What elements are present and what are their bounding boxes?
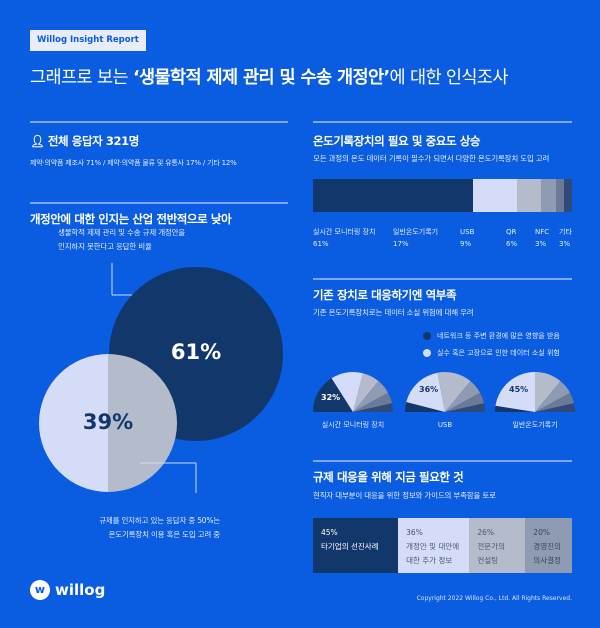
fan-slice: [445, 392, 485, 412]
bar-segment-label: 실시간 모니터링 장치 61%: [313, 228, 376, 248]
fan-slice: [495, 405, 535, 412]
bar-segment: [540, 179, 557, 212]
unaware-pct: 61%: [170, 340, 222, 364]
report-badge: Willog Insight Report: [30, 30, 146, 51]
fan-slice: [535, 403, 575, 412]
divider: [30, 121, 288, 123]
aware-pct: 39%: [82, 410, 134, 434]
divider: [313, 278, 572, 280]
logo-icon: w: [30, 580, 50, 600]
bar-segment: [564, 179, 572, 212]
devices-heading: 온도기록장치의 필요 및 중요도 상승: [313, 134, 481, 148]
fan-slice: [535, 372, 561, 412]
fan-slice: [535, 381, 571, 412]
need-item: 26% 전문가의 컨설팅: [469, 518, 526, 573]
respondents-breakdown: 제약·의약품 제조사 71% / 제약·의약품 물류 및 유통사 17% / 기…: [30, 159, 237, 167]
fan-slice: [353, 381, 389, 412]
bar-segment-label: USB 9%: [460, 228, 475, 248]
bar-segment-label: 기타 3%: [559, 228, 572, 248]
needs-bar: 45% 타기업의 선진사례 36% 개정안 및 대안에 대한 추가 정보 26% 전문가의 컨…: [313, 518, 572, 573]
bottom-note: 규제를 인지하고 있는 응답자 중 50%는 온도기록장치 이용 혹은 도입 고려…: [99, 516, 220, 539]
divider: [313, 460, 572, 462]
top-note: 생물학적 제제 관리 및 수송 규제 개정안을 인지하지 못한다고 응답한 비율: [58, 228, 186, 251]
fan-slice: [437, 371, 471, 412]
awareness-heading: 개정안에 대한 인지는 산업 전반적으로 낮아: [30, 212, 232, 226]
fan-pct: 32%: [321, 393, 341, 402]
fan-label: USB: [437, 421, 453, 429]
fan-slice: [535, 392, 575, 412]
needs-heading: 규제 대응을 위해 지금 필요한 것: [313, 470, 464, 484]
fan-slice: [405, 402, 445, 412]
risks-legend: 네트워크 등 주변 환경에 많은 영향을 받음 실수 혹은 고장으로 인한 데이…: [423, 330, 560, 359]
bar-segment-label: QR 6%: [506, 228, 518, 248]
copyright: Copyright 2022 Willog Co., Ltd. All Righ…: [416, 595, 572, 602]
divider: [313, 121, 572, 123]
bar-segment-label: NFC 3%: [535, 228, 550, 248]
legend-dot-icon: [423, 349, 431, 357]
need-item: 20% 경영진의 의사결정: [525, 518, 572, 573]
fan-slice: [353, 392, 393, 412]
devices-desc: 모든 과정의 온도 데이터 기록이 필수가 되면서 다양한 온도기록장치 도입 …: [313, 154, 550, 163]
fan-label: 일반온도기록기: [512, 421, 558, 429]
legend-item: 네트워크 등 주변 환경에 많은 영향을 받음: [423, 330, 560, 342]
bar-segment: [556, 179, 565, 212]
fan-slice: [331, 372, 363, 412]
fan-pct: 36%: [419, 385, 439, 394]
risks-heading: 기존 장치로 대응하기엔 역부족: [313, 288, 457, 302]
bar-segment: [517, 179, 541, 212]
risks-desc: 기존 온도기록장치로는 데이터 소실 위험에 대해 우려: [313, 308, 474, 317]
respondents-heading: 👤︎ 전체 응답자 321명: [30, 134, 139, 148]
need-item: 36% 개정안 및 대안에 대한 추가 정보: [398, 518, 470, 573]
fan-slice: [445, 403, 485, 412]
page-title: 그래프로 보는 ‘생물학적 제제 관리 및 수송 개정안’에 대한 인식조사: [30, 68, 509, 88]
legend-dot-icon: [423, 332, 431, 340]
fan-pct: 45%: [509, 385, 529, 394]
divider: [30, 202, 288, 204]
needs-desc: 현직자 대부분이 대응을 위한 정보와 가이드의 부족함을 토로: [313, 491, 496, 500]
bar-segment: [472, 179, 518, 212]
person-icon: 👤︎: [30, 134, 48, 148]
fan-slice: [353, 373, 379, 412]
fan-slice: [406, 372, 445, 412]
fan-slice: [495, 372, 535, 412]
fan-slice: [313, 378, 353, 412]
device-stacked-bar: [313, 179, 572, 212]
need-item: 45% 타기업의 선진사례: [313, 518, 399, 573]
bar-segment: [313, 179, 473, 212]
willog-logo: w willog: [30, 580, 105, 600]
fan-slice: [445, 381, 481, 412]
fan-label: 실시간 모니터링 장치: [321, 421, 385, 429]
legend-item: 실수 혹은 고장으로 인한 데이터 소실 위험: [423, 347, 560, 359]
bar-segment-label: 일반온도기록기 17%: [393, 228, 439, 248]
fan-slice: [353, 403, 393, 412]
